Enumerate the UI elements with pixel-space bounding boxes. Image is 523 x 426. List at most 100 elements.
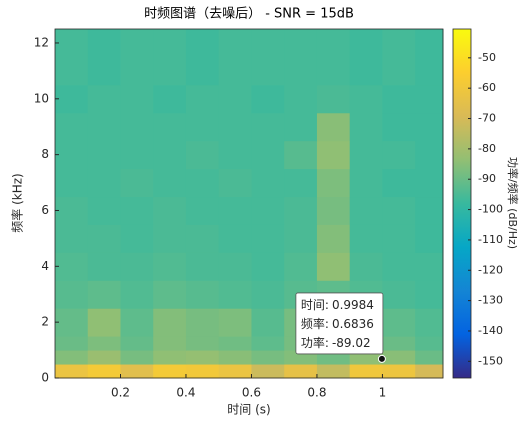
heatmap-cell [185,350,220,365]
heatmap-cell [218,168,252,198]
heatmap-cell [87,364,121,379]
heatmap-cell [349,364,383,379]
heatmap-cell [251,252,285,281]
heatmap-cell [218,280,252,309]
heatmap-cell [185,168,220,198]
heatmap-cell [153,224,187,253]
heatmap-cell [153,140,187,170]
x-tick-label: 0.4 [176,386,195,400]
heatmap-cell [120,196,154,225]
heatmap-cell [251,196,285,225]
datatip-label: 功率: [301,334,329,349]
heatmap-cell [120,140,154,170]
heatmap-cell [316,112,351,142]
heatmap-cell [185,224,220,253]
colorbar-tick-label: -90 [478,172,496,185]
heatmap-cell [415,112,444,142]
heatmap-cell [415,84,444,114]
heatmap-cell [284,224,318,253]
y-tick-label: 8 [41,147,49,161]
heatmap-cell [251,336,285,351]
heatmap-cell [185,336,220,351]
heatmap-cell [153,280,187,309]
y-axis-label: 频率 (kHz) [10,173,25,232]
heatmap-cell [218,140,252,170]
x-axis-label: 时间 (s) [227,403,270,417]
heatmap-cell [120,252,154,281]
heatmap-cell [415,364,444,379]
heatmap-cell [87,280,121,309]
heatmap-cell [55,336,89,351]
heatmap-cell [251,29,285,86]
heatmap-cell [316,168,351,198]
heatmap-cell [87,350,121,365]
heatmap-cell [349,112,383,142]
datatip-label: 频率: [301,315,329,330]
chart-title: 时频图谱（去噪后） - SNR = 15dB [144,7,354,22]
heatmap-cell [316,29,351,86]
heatmap-cell [185,364,220,379]
colorbar-label: 功率/频率 (dB/Hz) [506,157,520,249]
heatmap-cell [316,196,351,225]
colorbar-tick-label: -120 [478,263,503,276]
heatmap-cell [153,84,187,114]
heatmap-cell [87,336,121,351]
heatmap-cell [153,29,187,86]
heatmap-cell [415,350,444,365]
heatmap-cell [382,140,416,170]
heatmap-cell [87,112,121,142]
heatmap-cell [185,280,220,309]
heatmap-cell [55,84,89,114]
heatmap-cell [120,364,154,379]
x-tick-label: 0.2 [111,386,130,400]
colorbar-tick-label: -100 [478,203,503,216]
heatmap-cell [185,112,220,142]
heatmap-cell [120,280,154,309]
heatmap-cell [382,84,416,114]
heatmap-cell [415,336,444,351]
heatmap-cell [87,168,121,198]
heatmap-cell [120,168,154,198]
heatmap-cell [284,168,318,198]
datatip-value: -89.02 [332,335,371,349]
heatmap-cell [55,168,89,198]
heatmap-cell [87,84,121,114]
heatmap-cell [415,224,444,253]
heatmap-cell [251,308,285,337]
heatmap-cell [349,224,383,253]
heatmap-cell [349,140,383,170]
heatmap-cell [120,224,154,253]
heatmap-cell [218,224,252,253]
heatmap-cell [316,84,351,114]
heatmap-cell [316,140,351,170]
heatmap-cell [382,224,416,253]
heatmap-cell [251,112,285,142]
heatmap-cell [251,140,285,170]
x-tick-label: 1 [379,386,387,400]
heatmap-cell [382,350,416,365]
heatmap-cell [415,308,444,337]
y-tick-label: 2 [41,315,49,329]
colorbar-tick-label: -150 [478,354,503,367]
colorbar-tick-label: -130 [478,294,503,307]
heatmap-cell [218,29,252,86]
heatmap-cell [120,112,154,142]
heatmap-cell [284,140,318,170]
heatmap-cell [251,350,285,365]
heatmap-cell [185,84,220,114]
heatmap-cell [55,140,89,170]
heatmap-cell [55,308,89,337]
heatmap-cell [284,252,318,281]
heatmap-cell [284,364,318,379]
colorbar-tick-label: -50 [478,51,496,64]
y-tick-label: 12 [34,35,49,49]
heatmap-cell [349,196,383,225]
y-tick-label: 10 [34,91,49,105]
heatmap-cell [218,364,252,379]
datatip-line: 频率: 0.6836 [301,315,374,330]
heatmap-cell [218,112,252,142]
heatmap-cell [218,308,252,337]
y-tick-label: 6 [41,203,49,217]
heatmap-cell [251,168,285,198]
